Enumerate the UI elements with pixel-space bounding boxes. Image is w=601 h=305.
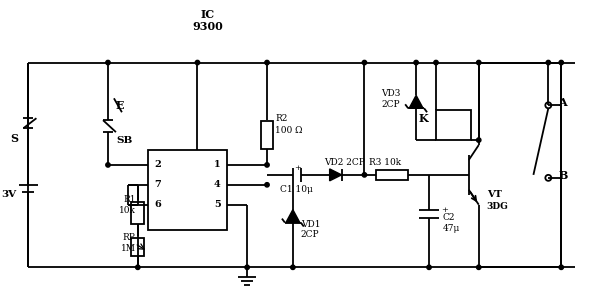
Text: A: A	[558, 97, 567, 108]
Circle shape	[136, 265, 140, 270]
Text: RP: RP	[123, 233, 136, 242]
Text: B: B	[558, 170, 567, 181]
Circle shape	[291, 265, 295, 270]
Text: C1 10μ: C1 10μ	[281, 185, 313, 194]
Bar	[376, 170, 408, 180]
Circle shape	[559, 265, 563, 270]
Text: 7: 7	[154, 180, 161, 189]
Text: 10k: 10k	[119, 206, 136, 215]
Text: C2: C2	[443, 213, 456, 222]
Text: 2CP: 2CP	[301, 230, 320, 239]
Circle shape	[106, 60, 110, 65]
Circle shape	[414, 60, 418, 65]
Circle shape	[434, 60, 438, 65]
Text: R2: R2	[275, 114, 287, 123]
Text: S: S	[11, 133, 19, 144]
Text: 100 Ω: 100 Ω	[275, 126, 302, 135]
Circle shape	[265, 163, 269, 167]
Text: R3 10k: R3 10k	[370, 158, 401, 167]
Text: VD3: VD3	[381, 89, 401, 98]
Text: 47μ: 47μ	[443, 224, 460, 233]
Text: 9300: 9300	[192, 21, 223, 32]
Circle shape	[265, 60, 269, 65]
Polygon shape	[329, 169, 341, 181]
Circle shape	[106, 163, 110, 167]
Text: 6: 6	[154, 200, 161, 209]
Text: SB: SB	[116, 136, 132, 145]
Bar	[132, 239, 144, 257]
Bar	[148, 150, 227, 230]
Text: 2CP: 2CP	[381, 100, 400, 109]
Text: VD1: VD1	[301, 220, 320, 229]
Circle shape	[477, 138, 481, 142]
Text: 2: 2	[154, 160, 161, 169]
Text: 4: 4	[214, 180, 221, 189]
Circle shape	[559, 60, 563, 65]
Circle shape	[265, 183, 269, 187]
Polygon shape	[409, 95, 423, 108]
Circle shape	[362, 60, 367, 65]
Circle shape	[195, 60, 200, 65]
Text: 5: 5	[214, 200, 221, 209]
Text: 1: 1	[214, 160, 221, 169]
Text: 3V: 3V	[1, 190, 17, 199]
Text: VT: VT	[487, 190, 502, 199]
Circle shape	[362, 173, 367, 177]
Circle shape	[427, 265, 432, 270]
Text: 1M: 1M	[121, 244, 136, 253]
Text: K: K	[418, 113, 428, 124]
Text: 3DG: 3DG	[487, 202, 508, 211]
Polygon shape	[286, 210, 300, 223]
Bar	[436, 110, 471, 140]
Text: E: E	[116, 100, 124, 111]
Circle shape	[477, 265, 481, 270]
Text: +: +	[294, 164, 301, 172]
Circle shape	[546, 60, 551, 65]
Text: R1: R1	[123, 195, 136, 204]
Text: VD2 2CP: VD2 2CP	[324, 158, 365, 167]
Circle shape	[245, 265, 249, 270]
Bar	[261, 121, 273, 149]
Circle shape	[477, 60, 481, 65]
Text: IC: IC	[200, 9, 215, 20]
Bar	[132, 202, 144, 224]
Text: +: +	[441, 206, 448, 214]
